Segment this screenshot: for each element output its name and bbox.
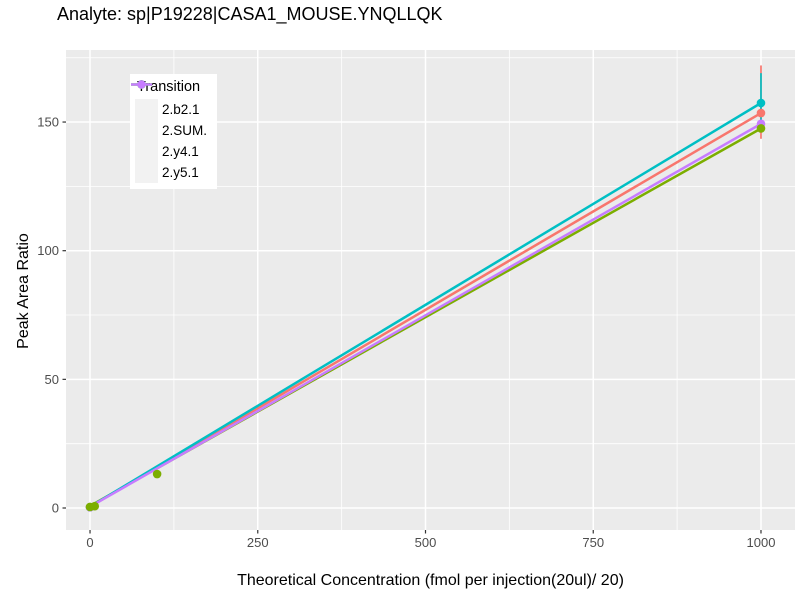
x-tick-label: 750 <box>582 535 604 550</box>
legend-item-2.y4.1: 2.y4.1 <box>131 80 207 162</box>
legend-label: 2.y4.1 <box>162 144 199 159</box>
legend-key-icon <box>131 80 158 183</box>
x-tick-label: 250 <box>247 535 269 550</box>
legend: Transition 2.b2.1 2.SUM. 2.y4.1 2.y5.1 <box>130 74 218 189</box>
y-axis-label: Peak Area Ratio <box>15 233 32 349</box>
legend-label: 2.b2.1 <box>162 102 200 117</box>
data-point-2.SUM. <box>756 124 766 133</box>
legend-key-icon <box>131 80 158 141</box>
legend-items: 2.b2.1 2.SUM. 2.y4.1 2.y5.1 <box>131 80 208 183</box>
fit-line-2.y5.1 <box>89 122 762 508</box>
data-point-2.SUM. <box>90 501 100 511</box>
y-tick-label: 50 <box>45 372 59 387</box>
x-tick-label: 1000 <box>747 535 776 550</box>
fit-line-2.b2.1 <box>89 111 762 508</box>
legend-key-icon <box>131 80 158 120</box>
data-point-2.y4.1 <box>756 98 766 108</box>
legend-label: 2.SUM. <box>162 123 208 138</box>
x-tick-label: 0 <box>86 535 93 550</box>
x-axis-label: Theoretical Concentration (fmol per inje… <box>237 572 624 589</box>
legend-item-2.b2.1: 2.b2.1 <box>131 80 207 120</box>
legend-title: Transition <box>137 79 201 95</box>
fit-line-2.y4.1 <box>89 101 762 508</box>
y-tick-label: 100 <box>37 243 59 258</box>
legend-item-2.y5.1: 2.y5.1 <box>131 80 207 183</box>
legend-item-2.SUM.: 2.SUM. <box>131 80 208 141</box>
x-tick-label: 500 <box>415 535 437 550</box>
plot-title: Analyte: sp|P19228|CASA1_MOUSE.YNQLLQK <box>57 4 443 24</box>
legend-label: 2.y5.1 <box>162 165 199 180</box>
data-point-2.b2.1 <box>756 108 766 118</box>
legend-key-icon <box>131 80 158 162</box>
y-tick-label: 0 <box>52 501 59 516</box>
y-tick-label: 150 <box>37 115 59 130</box>
data-point-2.SUM. <box>152 469 162 479</box>
